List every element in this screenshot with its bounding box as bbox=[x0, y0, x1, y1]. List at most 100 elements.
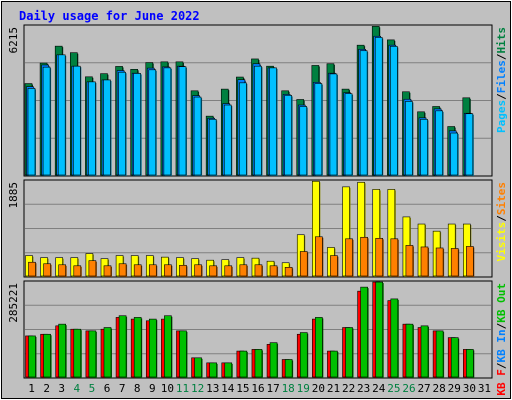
bar-kb-out bbox=[284, 359, 293, 378]
x-tick-label: 17 bbox=[266, 382, 279, 395]
bar-pages bbox=[223, 104, 232, 176]
axis-max-label: 1885 bbox=[7, 182, 20, 209]
bar-pages bbox=[344, 93, 353, 176]
x-tick-label: 6 bbox=[104, 382, 111, 395]
bar-kb-out bbox=[194, 357, 202, 378]
x-tick-label: 24 bbox=[372, 382, 386, 395]
bar-pages bbox=[42, 66, 51, 176]
bar-pages bbox=[208, 118, 217, 176]
bar-sites bbox=[224, 265, 233, 277]
bar-sites bbox=[284, 267, 293, 277]
bar-sites bbox=[73, 265, 82, 277]
legend-entry: / bbox=[495, 362, 508, 369]
bar-pages bbox=[299, 106, 308, 176]
bar-kb-out bbox=[435, 330, 444, 378]
bar-kb-out bbox=[450, 337, 459, 378]
bar-kb-out bbox=[254, 349, 263, 378]
bar-pages bbox=[193, 96, 202, 176]
bar-pages bbox=[374, 37, 383, 176]
bar-sites bbox=[88, 260, 97, 277]
bar-kb-out bbox=[360, 286, 368, 378]
bar-pages bbox=[239, 82, 247, 176]
chart-title: Daily usage for June 2022 bbox=[19, 9, 200, 23]
x-tick-label: 25 bbox=[387, 382, 400, 395]
bar-pages bbox=[178, 66, 187, 176]
x-tick-label: 7 bbox=[119, 382, 126, 395]
panel-legend: Pages/Files/Hits bbox=[495, 27, 508, 133]
x-tick-label: 30 bbox=[463, 382, 476, 395]
legend-entry: Pages bbox=[495, 100, 508, 133]
bar-sites bbox=[330, 255, 338, 277]
bar-sites bbox=[179, 264, 187, 277]
bar-kb-out bbox=[88, 330, 97, 378]
bar-kb-out bbox=[466, 349, 474, 378]
x-tick-label: 14 bbox=[221, 382, 235, 395]
x-tick-label: 9 bbox=[149, 382, 156, 395]
x-tick-label: 28 bbox=[433, 382, 446, 395]
x-tick-label: 2 bbox=[43, 382, 50, 395]
x-tick-label: 19 bbox=[297, 382, 310, 395]
bar-sites bbox=[345, 238, 353, 277]
x-tick-label: 21 bbox=[327, 382, 340, 395]
bar-pages bbox=[27, 88, 36, 176]
bar-kb-out bbox=[345, 327, 353, 378]
bar-pages bbox=[133, 73, 141, 176]
x-tick-label: 29 bbox=[448, 382, 461, 395]
x-tick-label: 5 bbox=[89, 382, 96, 395]
bar-kb-out bbox=[28, 335, 36, 378]
bar-pages bbox=[254, 65, 262, 176]
legend-entry: Sites bbox=[495, 182, 508, 215]
bar-kb-out bbox=[209, 362, 217, 378]
bar-pages bbox=[405, 101, 413, 176]
bar-kb-out bbox=[315, 317, 323, 378]
bar-pages bbox=[465, 113, 474, 176]
bar-sites bbox=[58, 264, 66, 277]
bar-pages bbox=[72, 65, 81, 176]
bar-pages bbox=[284, 95, 292, 176]
x-tick-label: 13 bbox=[206, 382, 219, 395]
bar-pages bbox=[420, 118, 428, 176]
bar-sites bbox=[405, 245, 414, 277]
bar-sites bbox=[209, 265, 217, 277]
bar-sites bbox=[118, 263, 127, 277]
bar-pages bbox=[450, 132, 459, 176]
x-tick-label: 20 bbox=[312, 382, 325, 395]
bar-pages bbox=[88, 81, 96, 176]
legend-entry: Visits bbox=[495, 222, 508, 262]
bar-kb-out bbox=[420, 325, 429, 378]
x-tick-label: 8 bbox=[134, 382, 141, 395]
bar-sites bbox=[466, 246, 474, 277]
bar-sites bbox=[28, 261, 36, 277]
x-tick-label: 26 bbox=[402, 382, 415, 395]
bar-pages bbox=[359, 50, 368, 176]
bar-kb-out bbox=[224, 362, 233, 378]
bar-sites bbox=[148, 264, 157, 277]
bar-pages bbox=[57, 54, 66, 176]
bar-kb-out bbox=[269, 342, 278, 378]
bar-sites bbox=[133, 264, 142, 277]
bar-kb-out bbox=[375, 281, 384, 378]
legend-entry: KB F bbox=[495, 369, 508, 396]
legend-entry: / bbox=[495, 322, 508, 329]
legend-entry: / bbox=[495, 53, 508, 60]
bar-pages bbox=[390, 46, 398, 176]
legend-entry: / bbox=[495, 93, 508, 100]
bar-sites bbox=[390, 238, 399, 277]
legend-entry: KB Out bbox=[495, 283, 508, 323]
x-tick-label: 16 bbox=[251, 382, 264, 395]
x-tick-label: 3 bbox=[58, 382, 65, 395]
x-tick-label: 11 bbox=[176, 382, 189, 395]
x-tick-label: 23 bbox=[357, 382, 370, 395]
panel-legend: Visits/Sites bbox=[495, 182, 508, 262]
bar-pages bbox=[103, 79, 111, 176]
bar-kb-out bbox=[118, 315, 127, 378]
bar-kb-out bbox=[164, 315, 172, 378]
bar-sites bbox=[450, 248, 459, 277]
bar-sites bbox=[103, 265, 112, 277]
bar-pages bbox=[148, 69, 157, 176]
legend-entry: KB In bbox=[495, 329, 508, 362]
bar-kb-out bbox=[330, 350, 338, 378]
bar-pages bbox=[314, 83, 323, 176]
bar-sites bbox=[435, 247, 444, 277]
